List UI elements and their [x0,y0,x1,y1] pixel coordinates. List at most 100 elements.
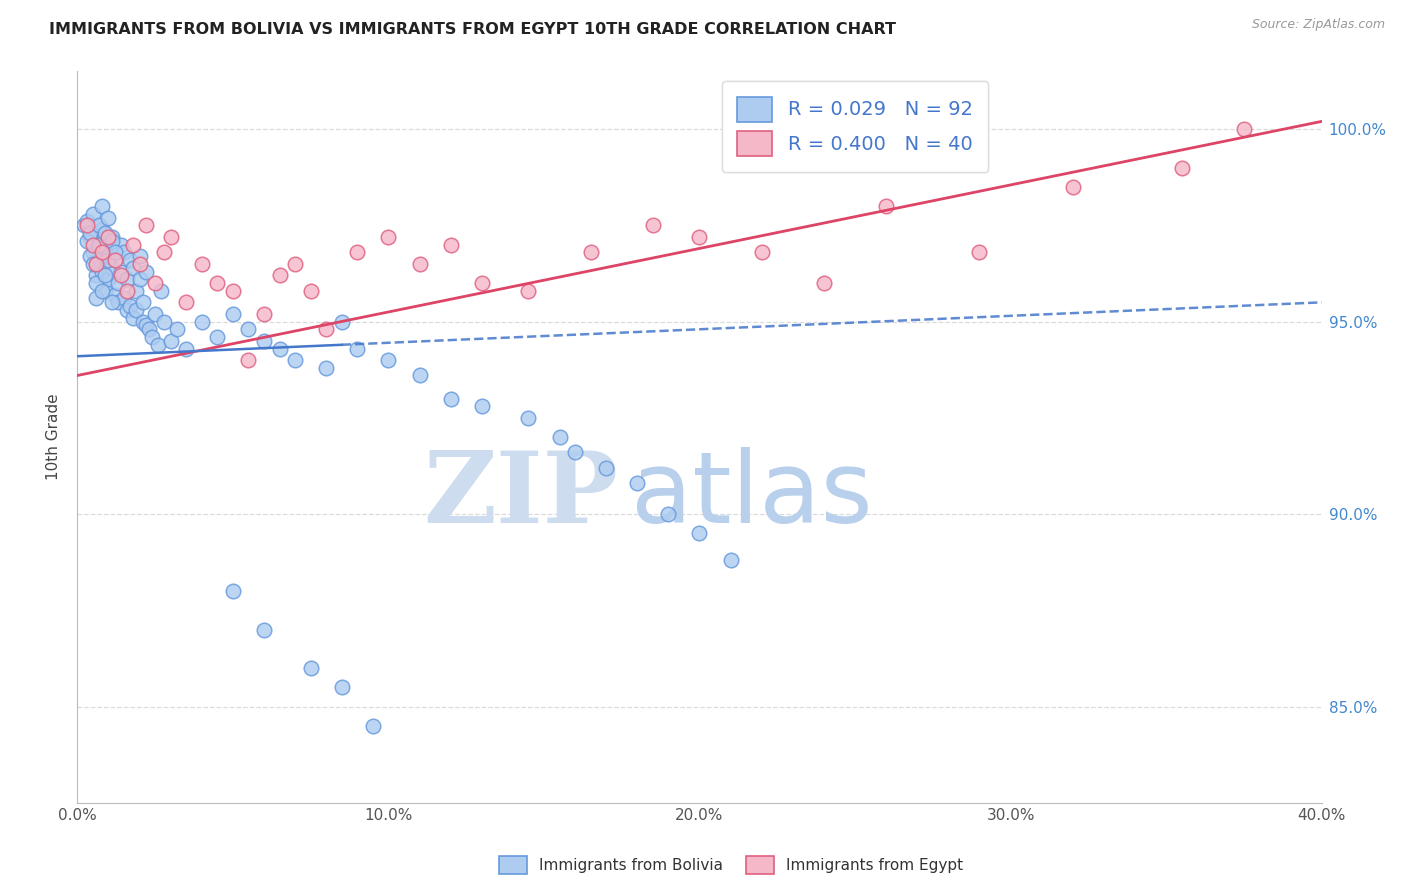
Point [377,230,399,244]
Point [253,334,276,348]
Point [440,237,463,252]
Point [91,199,114,213]
Point [148,337,170,351]
Point [115,272,138,286]
Point [1233,122,1256,136]
Point [104,252,127,267]
Point [377,353,399,368]
Point [122,310,145,325]
Point [440,392,463,406]
Point [657,507,679,521]
Text: IMMIGRANTS FROM BOLIVIA VS IMMIGRANTS FROM EGYPT 10TH GRADE CORRELATION CHART: IMMIGRANTS FROM BOLIVIA VS IMMIGRANTS FR… [49,22,896,37]
Point [97,272,120,286]
Point [94,226,117,240]
Point [346,342,368,356]
Point [112,292,135,306]
Point [626,476,648,491]
Point [1062,179,1084,194]
Point [299,284,322,298]
Point [222,307,245,321]
Point [191,257,214,271]
Point [125,303,148,318]
Point [94,242,117,256]
Point [72,219,94,233]
Point [94,268,117,283]
Point [408,257,430,271]
Point [135,318,157,333]
Point [91,222,114,236]
Point [82,207,104,221]
Point [159,334,181,348]
Point [131,295,153,310]
Point [79,230,101,244]
Point [128,257,150,271]
Point [131,315,153,329]
Point [97,252,120,267]
Point [110,264,132,278]
Point [284,353,307,368]
Point [87,237,110,252]
Point [174,342,197,356]
Point [238,322,260,336]
Point [138,322,160,336]
Point [91,245,114,260]
Point [97,230,120,244]
Point [79,226,101,240]
Point [875,199,897,213]
Point [595,461,617,475]
Point [150,284,173,298]
Point [1170,161,1192,175]
Point [471,276,494,290]
Point [191,315,214,329]
Point [76,234,98,248]
Point [159,230,181,244]
Point [166,322,188,336]
Point [110,237,132,252]
Point [269,268,291,283]
Point [84,276,107,290]
Point [517,284,540,298]
Text: ZIP: ZIP [423,447,619,544]
Point [299,661,322,675]
Point [253,307,276,321]
Point [104,245,127,260]
Point [564,445,586,459]
Point [122,260,145,275]
Point [969,245,991,260]
Point [579,245,602,260]
Point [84,257,107,271]
Point [408,368,430,383]
Point [107,295,129,310]
Point [269,342,291,356]
Point [143,276,166,290]
Point [104,287,127,301]
Point [238,353,260,368]
Point [128,272,150,286]
Point [128,249,150,263]
Point [135,219,157,233]
Point [689,526,711,541]
Point [361,719,384,733]
Point [153,315,176,329]
Point [122,237,145,252]
Point [82,257,104,271]
Point [315,360,337,375]
Legend: R = 0.029   N = 92, R = 0.400   N = 40: R = 0.029 N = 92, R = 0.400 N = 40 [721,81,988,172]
Point [207,276,229,290]
Point [125,284,148,298]
Point [315,322,337,336]
Point [115,303,138,318]
Text: Source: ZipAtlas.com: Source: ZipAtlas.com [1251,18,1385,31]
Point [112,245,135,260]
Y-axis label: 10th Grade: 10th Grade [46,393,62,481]
Text: atlas: atlas [631,447,873,544]
Point [174,295,197,310]
Point [813,276,835,290]
Point [100,260,122,275]
Point [84,292,107,306]
Point [135,264,157,278]
Point [120,299,142,313]
Point [97,249,120,263]
Point [76,219,98,233]
Point [141,330,163,344]
